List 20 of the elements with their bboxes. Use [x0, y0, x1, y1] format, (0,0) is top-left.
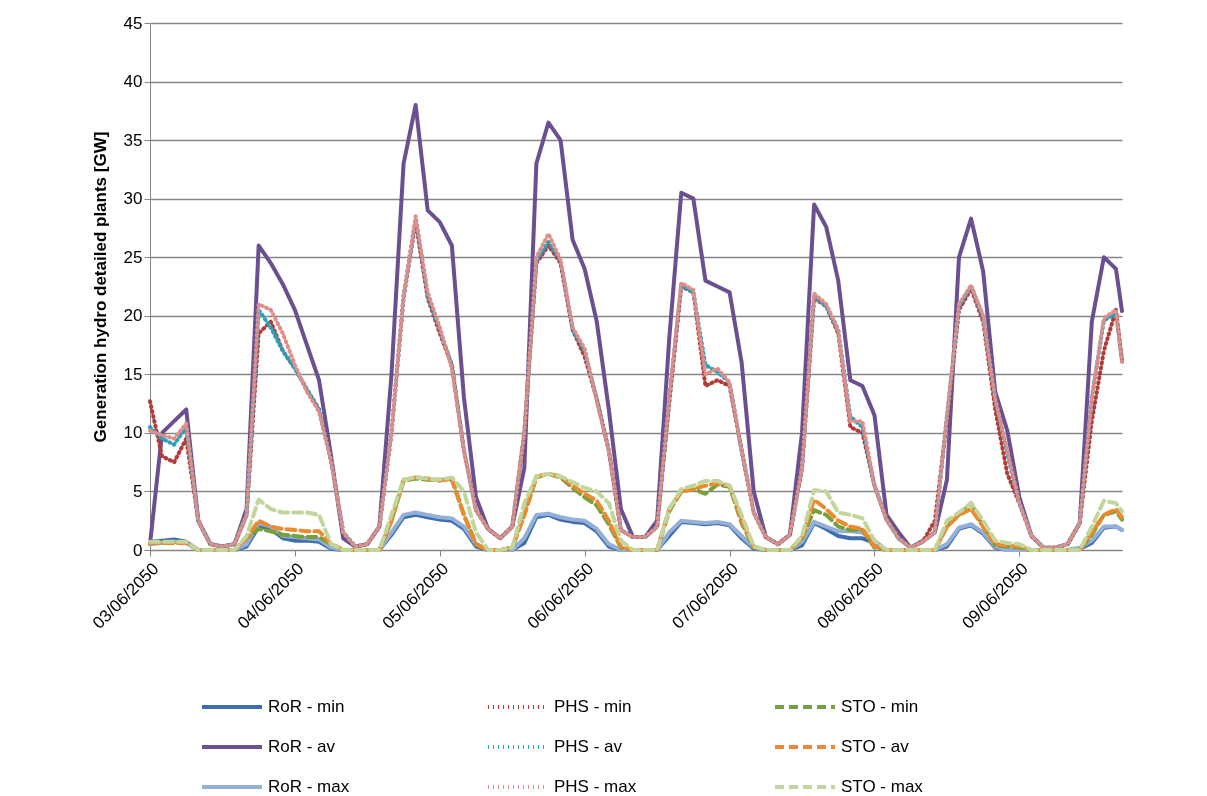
legend-label: PHS - max — [554, 777, 637, 796]
y-tick-label: 0 — [133, 540, 143, 560]
y-tick-label: 10 — [123, 423, 143, 443]
y-tick-label: 30 — [123, 189, 143, 209]
y-tick-label: 45 — [123, 13, 143, 33]
y-tick-label: 20 — [123, 306, 143, 326]
y-tick-label: 35 — [123, 130, 143, 150]
y-tick-label: 40 — [123, 72, 143, 92]
legend-label: RoR - av — [268, 737, 336, 756]
legend-label: PHS - av — [554, 737, 623, 756]
legend-label: PHS - min — [554, 697, 632, 716]
y-tick-label: 5 — [133, 481, 143, 501]
y-tick-label: 25 — [123, 247, 143, 267]
y-axis-title: Generation hydro detailed plants [GW] — [90, 131, 110, 443]
legend-label: STO - min — [841, 697, 919, 716]
legend-label: STO - max — [841, 777, 924, 796]
legend-label: RoR - max — [268, 777, 350, 796]
legend-label: STO - av — [841, 737, 910, 756]
y-tick-label: 15 — [123, 364, 143, 384]
legend-label: RoR - min — [268, 697, 345, 716]
